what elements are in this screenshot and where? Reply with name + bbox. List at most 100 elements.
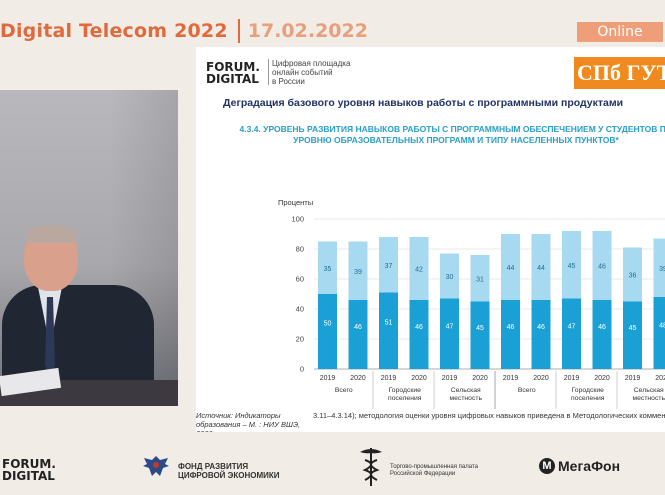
slide-title: Деградация базового уровня навыков работ… [223,97,624,109]
footer-tpp-logo: Торгово-промышленная палата Российской Ф… [390,464,478,477]
megafon-wordmark: МегаФон [558,458,621,474]
data-label-above: 44 [507,265,515,272]
y-tick-label: 0 [300,365,304,374]
data-label-basic: 45 [629,325,637,332]
data-label-basic: 47 [568,323,576,330]
presentation-slide: FORUM. DIGITAL Цифровая площадка онлайн … [196,47,665,432]
x-tick-label: 2019 [442,375,458,382]
bar-above-basic [562,231,581,299]
subgroup-label: местность [449,395,482,402]
source-continuation: 3.11–4.3.14); методология оценки уровня … [313,411,665,420]
data-label-above: 35 [324,266,332,273]
bar-basic [562,298,581,369]
bar-above-basic [440,253,459,299]
data-label-above: 39 [354,269,362,276]
data-label-above: 37 [385,263,393,270]
data-label-basic: 46 [415,324,423,331]
subgroup-label: Сельская [451,387,481,394]
data-label-basic: 46 [598,324,606,331]
bar-above-basic [409,237,429,300]
subgroup-label: Сельская [634,387,664,394]
bar-above-basic [470,255,490,302]
data-label-basic: 50 [324,321,332,328]
bar-basic [592,300,612,369]
y-tick-label: 20 [296,335,304,344]
data-label-above: 44 [537,265,545,272]
bar-basic [318,294,337,369]
subgroup-label: Всего [335,387,353,394]
data-label-basic: 45 [476,325,484,332]
data-label-above: 31 [476,276,484,283]
data-label-basic: 46 [537,324,545,331]
x-tick-label: 2020 [655,375,665,382]
bar-basic [501,300,520,369]
data-label-above: 46 [598,264,606,271]
data-label-basic: 51 [385,320,393,327]
y-tick-label: 60 [296,275,304,284]
subgroup-label: Городские [389,387,422,394]
subgroup-label: Всего [518,387,536,394]
bar-above-basic [379,237,398,293]
bar-basic [409,300,429,369]
data-label-basic: 48 [659,322,665,329]
x-tick-label: 2020 [350,375,366,382]
event-date: 17.02.2022 [247,20,368,42]
subgroup-label: местность [632,395,665,402]
bar-basic [379,292,398,369]
bar-basic [531,300,551,369]
subgroup-label: Городские [572,387,605,394]
x-tick-label: 2020 [472,375,488,382]
x-tick-label: 2020 [533,375,549,382]
event-header: Digital Telecom 2022 17.02.2022 [0,14,368,48]
y-tick-label: 100 [291,215,304,224]
x-tick-label: 2019 [503,375,519,382]
bar-above-basic [318,241,337,294]
megafon-mark-icon: М [539,458,555,474]
x-tick-label: 2019 [320,375,336,382]
data-label-above: 39 [659,266,665,273]
source-note: Источник: Индикаторы образования – М. : … [196,411,665,432]
bar-above-basic [623,247,642,302]
x-tick-label: 2020 [411,375,427,382]
forum-digital-logo: FORUM. DIGITAL [206,60,260,86]
data-label-above: 42 [415,267,423,274]
eagle-emblem-icon [143,456,169,476]
x-tick-label: 2019 [381,375,397,382]
forum-digital-tagline: Цифровая площадка онлайн событий в Росси… [272,59,351,86]
data-label-basic: 46 [354,324,362,331]
bar-basic [653,297,665,369]
bar-basic [348,300,368,369]
y-tick-label: 40 [296,305,304,314]
sponsor-footer: FORUM. DIGITAL ФОНД РАЗВИТИЯ ЦИФРОВОЙ ЭК… [0,440,665,495]
speaker-video[interactable] [0,90,178,406]
data-label-basic: 47 [446,323,454,330]
bar-above-basic [501,234,520,300]
footer-fund-logo: ФОНД РАЗВИТИЯ ЦИФРОВОЙ ЭКОНОМИКИ [178,462,280,480]
event-title: Digital Telecom 2022 [0,20,228,42]
caduceus-icon [360,448,382,486]
bar-basic [623,301,642,369]
bar-above-basic [592,231,612,300]
footer-megafon-logo: М МегаФон [539,458,620,474]
bar-basic [440,298,459,369]
subgroup-label: поселения [388,395,422,402]
y-axis-label: Проценты [278,198,313,207]
data-label-basic: 46 [507,324,515,331]
x-tick-label: 2019 [564,375,580,382]
x-tick-label: 2019 [625,375,641,382]
bar-above-basic [531,234,551,300]
x-tick-label: 2020 [594,375,610,382]
data-label-above: 45 [568,263,576,270]
spbgut-logo: СПб ГУТ [574,57,665,89]
stacked-bar-chart: Проценты 0 20 40 60 80 100 50 35 2019 46 39 2020 51 37… [278,198,665,409]
subgroup-label: поселения [571,395,605,402]
online-badge: Online [577,22,663,42]
data-label-above: 30 [446,274,454,281]
bar-above-basic [653,238,665,297]
bar-above-basic [348,241,368,300]
bar-basic [470,301,490,369]
chart-title: 4.3.4. УРОВЕНЬ РАЗВИТИЯ НАВЫКОВ РАБОТЫ С… [239,124,665,145]
y-tick-label: 80 [296,245,304,254]
header-divider [237,19,240,43]
data-label-above: 36 [629,273,637,280]
